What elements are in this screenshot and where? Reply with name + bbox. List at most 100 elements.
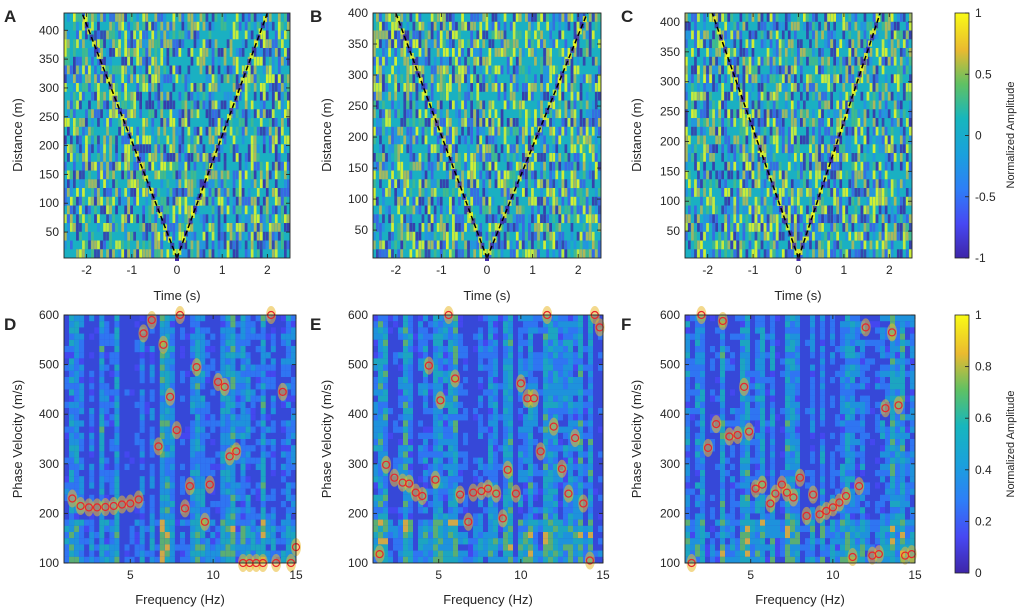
heatmap-cell-B [382,241,385,250]
heatmap-cell-B [595,109,598,118]
heatmap-cell-C [900,57,903,66]
heatmap-cell-A [260,57,263,66]
heatmap-cell-B [543,223,546,232]
heatmap-cell-C [733,136,736,145]
heatmap-cell-A [284,206,287,215]
heatmap-cell-B [549,57,552,66]
heatmap-cell-B [425,101,428,110]
heatmap-cell-A [215,13,218,22]
heatmap-cell-B [473,188,476,197]
heatmap-cell-B [558,136,561,145]
dispersion-cell-D [89,520,94,526]
heatmap-cell-A [227,74,230,83]
heatmap-cell-B [540,197,543,206]
heatmap-cell-A [85,83,88,92]
heatmap-cell-B [431,13,434,22]
heatmap-cell-C [797,57,800,66]
dispersion-cell-D [99,402,104,408]
heatmap-cell-B [461,232,464,241]
dispersion-cell-D [104,476,109,482]
heatmap-cell-C [821,206,824,215]
heatmap-cell-B [519,127,522,136]
heatmap-cell-B [476,74,479,83]
heatmap-cell-A [160,162,163,171]
heatmap-cell-C [906,39,909,48]
dispersion-cell-D [104,352,109,358]
heatmap-cell-A [127,214,130,223]
heatmap-cell-B [476,109,479,118]
heatmap-cell-A [197,144,200,153]
heatmap-cell-A [275,83,278,92]
heatmap-cell-B [501,241,504,250]
heatmap-cell-C [806,249,809,258]
heatmap-cell-B [446,48,449,57]
x-tick-label-C: 0 [795,263,802,277]
heatmap-cell-A [145,57,148,66]
heatmap-cell-B [461,136,464,145]
heatmap-cell-A [127,74,130,83]
dispersion-cell-D [89,315,94,321]
heatmap-cell-C [870,136,873,145]
heatmap-cell-C [842,223,845,232]
heatmap-cell-A [287,223,290,232]
dispersion-cell-D [99,427,104,433]
heatmap-cell-B [446,214,449,223]
heatmap-cell-C [836,74,839,83]
heatmap-cell-B [565,162,568,171]
dispersion-cell-D [69,346,74,352]
heatmap-cell-A [251,144,254,153]
heatmap-cell-B [400,197,403,206]
heatmap-cell-B [580,197,583,206]
heatmap-cell-B [598,162,601,171]
heatmap-cell-A [212,197,215,206]
heatmap-cell-C [782,127,785,136]
heatmap-cell-A [266,241,269,250]
heatmap-cell-B [391,144,394,153]
heatmap-cell-C [855,188,858,197]
heatmap-cell-B [455,66,458,75]
heatmap-cell-A [269,214,272,223]
heatmap-cell-B [546,214,549,223]
heatmap-cell-C [785,57,788,66]
heatmap-cell-A [209,31,212,40]
heatmap-cell-B [376,118,379,127]
heatmap-cell-B [437,31,440,40]
heatmap-cell-A [91,179,94,188]
heatmap-cell-B [455,223,458,232]
heatmap-cell-B [577,39,580,48]
heatmap-cell-A [154,22,157,31]
heatmap-cell-C [746,197,749,206]
heatmap-cell-C [818,249,821,258]
heatmap-cell-B [416,57,419,66]
heatmap-cell-B [555,179,558,188]
dispersion-cell-D [79,551,84,557]
heatmap-cell-A [203,39,206,48]
heatmap-cell-A [154,214,157,223]
heatmap-cell-B [534,109,537,118]
heatmap-cell-A [157,171,160,180]
heatmap-cell-A [163,13,166,22]
heatmap-cell-B [568,101,571,110]
heatmap-cell-C [903,197,906,206]
heatmap-cell-C [894,223,897,232]
heatmap-cell-A [106,109,109,118]
heatmap-cell-B [425,127,428,136]
dispersion-cell-D [69,377,74,383]
heatmap-cell-A [82,171,85,180]
heatmap-cell-C [800,66,803,75]
heatmap-cell-C [709,83,712,92]
heatmap-cell-C [864,232,867,241]
heatmap-cell-A [278,101,281,110]
heatmap-cell-B [528,39,531,48]
heatmap-cell-A [272,136,275,145]
heatmap-cell-C [815,13,818,22]
heatmap-cell-A [97,223,100,232]
heatmap-cell-C [903,127,906,136]
dispersion-cell-D [79,420,84,426]
heatmap-cell-A [269,171,272,180]
heatmap-cell-B [574,249,577,258]
heatmap-cell-C [773,249,776,258]
heatmap-cell-B [470,153,473,162]
dispersion-cell-D [104,464,109,470]
heatmap-cell-A [148,83,151,92]
